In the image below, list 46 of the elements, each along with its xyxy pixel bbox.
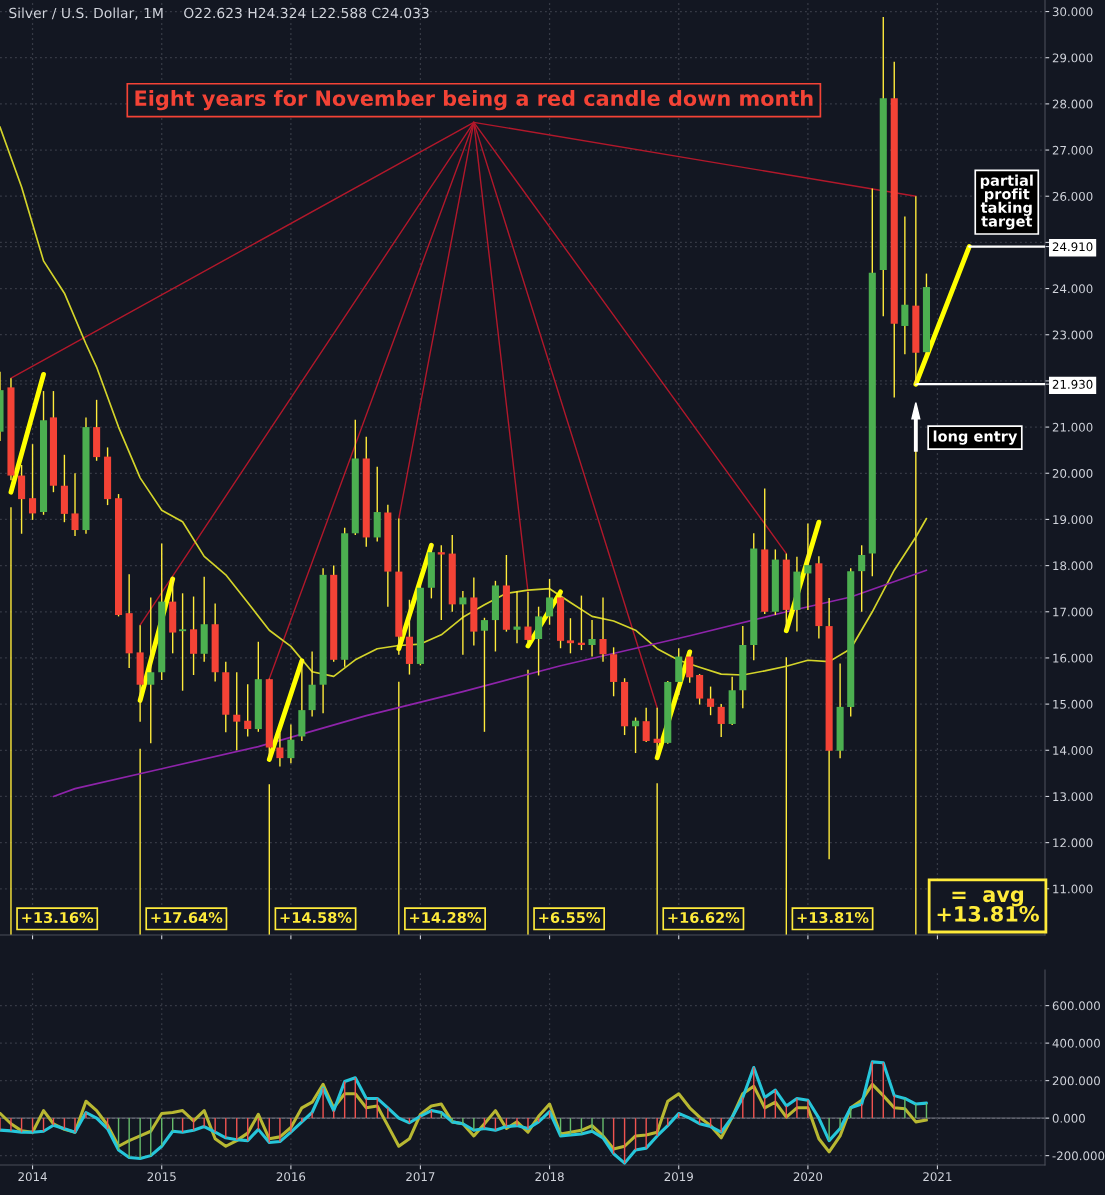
annotation: +14.58% — [280, 912, 352, 924]
y-tick-label: 16.000 — [1053, 653, 1093, 663]
annotation: +16.62% — [668, 912, 740, 924]
y-tick-label: 24.910 — [1052, 242, 1093, 252]
x-tick-label: 2015 — [147, 1172, 176, 1182]
y-tick-label: 200.000 — [1052, 1076, 1100, 1086]
annotation: +6.55% — [539, 912, 601, 924]
x-tick-label: 2016 — [276, 1172, 306, 1182]
annotation: +14.28% — [410, 912, 482, 924]
annotation: Eight years for November being a red candle down month — [135, 89, 813, 111]
annotation: +17.64% — [151, 912, 223, 924]
annotation: = avg +13.81% — [937, 890, 1039, 922]
x-tick-label: 2020 — [793, 1172, 823, 1182]
x-tick-label: 2014 — [18, 1172, 47, 1182]
annotation: long entry — [933, 430, 1018, 445]
y-tick-label: 20.000 — [1052, 468, 1093, 478]
y-tick-label: 21.930 — [1052, 379, 1093, 389]
y-tick-label: 30.000 — [1052, 7, 1093, 17]
y-tick-label: 0.000 — [1052, 1113, 1085, 1123]
y-tick-label: 600.000 — [1052, 1001, 1100, 1011]
y-tick-label: 15.000 — [1053, 699, 1093, 709]
y-tick-label: 19.000 — [1053, 515, 1093, 525]
y-tick-label: 29.000 — [1052, 53, 1093, 63]
y-tick-label: 28.000 — [1052, 99, 1093, 109]
y-tick-label: 26.000 — [1052, 191, 1093, 201]
x-tick-label: 2017 — [406, 1172, 435, 1182]
y-tick-label: 24.000 — [1052, 284, 1093, 294]
chart-subtitle: O22.623 H24.324 L22.588 C24.033 — [184, 7, 429, 19]
x-tick-label: 2019 — [664, 1172, 693, 1182]
y-tick-label: 21.000 — [1052, 422, 1093, 432]
annotation: partial profit taking target — [980, 174, 1033, 230]
y-tick-label: 18.000 — [1053, 561, 1093, 571]
y-tick-label: -200.000 — [1052, 1151, 1105, 1161]
y-tick-label: 400.000 — [1052, 1038, 1100, 1048]
y-tick-label: 14.000 — [1053, 746, 1093, 755]
y-tick-label: 11.000 — [1053, 884, 1093, 894]
x-tick-label: 2021 — [923, 1172, 952, 1182]
y-tick-label: 17.000 — [1053, 607, 1093, 617]
y-tick-label: 12.000 — [1053, 838, 1093, 848]
chart-title: Silver / U.S. Dollar, 1M — [9, 7, 163, 20]
y-tick-label: 13.000 — [1053, 792, 1093, 802]
x-tick-label: 2018 — [535, 1172, 564, 1182]
y-tick-label: 23.000 — [1052, 330, 1093, 340]
annotation: +13.81% — [797, 912, 869, 924]
y-tick-label: 27.000 — [1052, 145, 1093, 155]
annotation: +13.16% — [22, 912, 94, 924]
